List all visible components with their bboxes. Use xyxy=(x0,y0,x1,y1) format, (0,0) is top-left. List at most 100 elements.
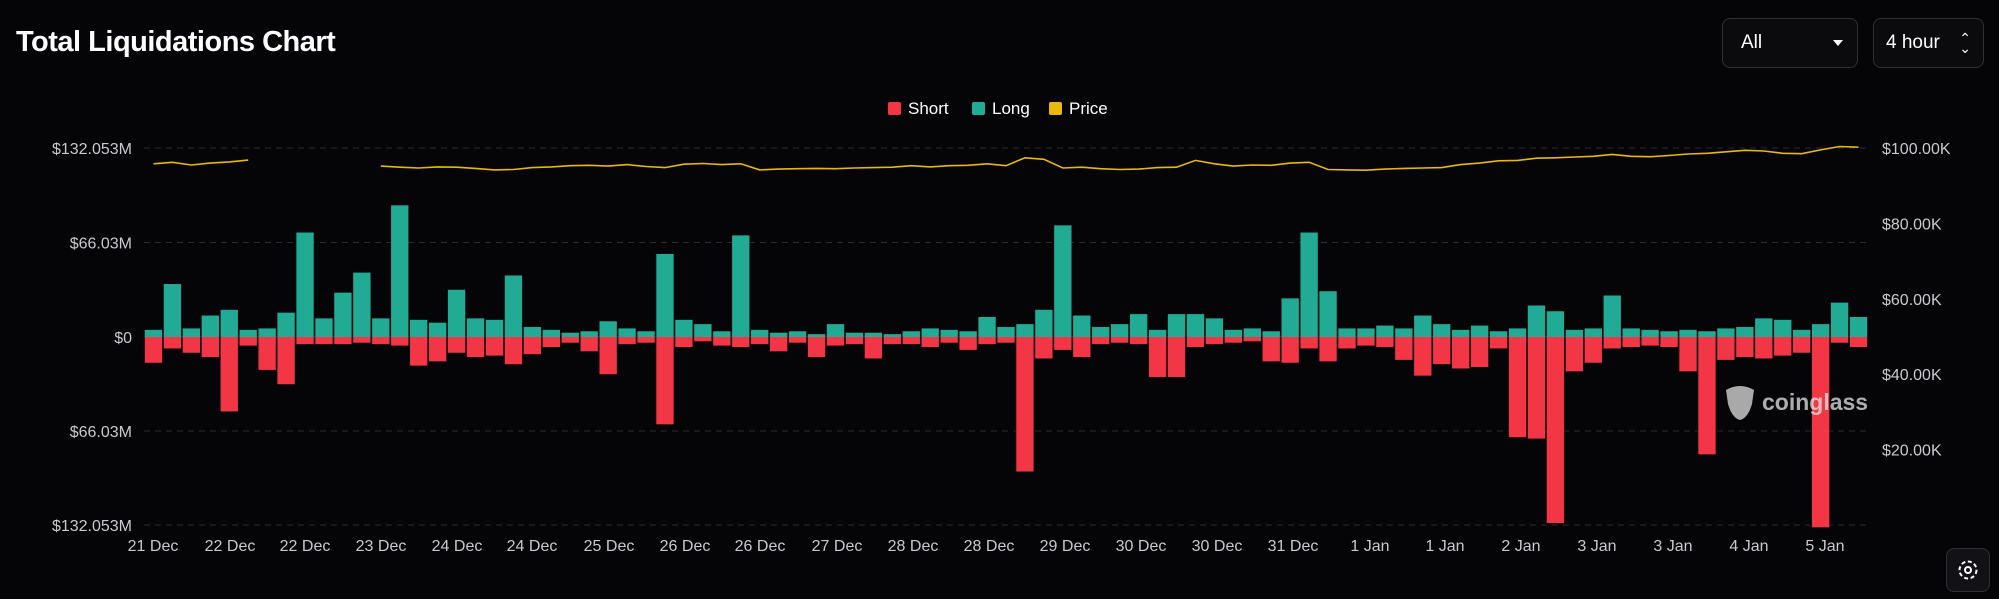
short-bar xyxy=(485,337,504,356)
y-right-tick-label: $100.00K xyxy=(1882,141,1951,158)
short-bar xyxy=(1186,337,1205,348)
long-bar xyxy=(713,331,731,337)
long-bar xyxy=(807,334,826,337)
long-bar xyxy=(1660,331,1678,337)
short-bar xyxy=(1508,337,1527,438)
short-bar xyxy=(845,337,864,345)
long-bar xyxy=(1755,318,1773,337)
short-bar xyxy=(694,337,712,342)
short-bar xyxy=(1811,337,1830,528)
x-tick-label: 28 Dec xyxy=(964,538,1015,555)
x-tick-label: 27 Dec xyxy=(812,538,863,555)
short-bar xyxy=(921,337,939,348)
legend-short-label: Short xyxy=(908,99,949,118)
long-bar xyxy=(1489,331,1508,337)
long-bar xyxy=(144,329,163,337)
x-tick-label: 24 Dec xyxy=(507,538,558,555)
long-bar xyxy=(504,275,523,337)
long-bar xyxy=(485,319,504,337)
x-tick-label: 3 Jan xyxy=(1653,538,1692,555)
x-tick-label: 30 Dec xyxy=(1116,538,1167,555)
long-bar xyxy=(1167,314,1186,337)
chevron-down-icon xyxy=(1833,40,1843,46)
range-select[interactable]: All xyxy=(1722,18,1858,68)
short-bar xyxy=(1641,337,1659,346)
y-left-tick-label: $132.053M xyxy=(52,141,132,158)
settings-button[interactable] xyxy=(1946,548,1990,592)
long-bar xyxy=(921,328,939,337)
long-bar xyxy=(1508,328,1527,337)
short-bar xyxy=(1452,337,1470,369)
long-bar xyxy=(296,232,314,337)
short-bar xyxy=(978,337,996,345)
short-bar xyxy=(144,337,163,363)
short-bar xyxy=(580,337,598,352)
long-bar xyxy=(656,253,674,337)
x-tick-label: 26 Dec xyxy=(735,538,786,555)
y-left-tick-label: $132.053M xyxy=(52,518,132,535)
y-right-tick-label: $20.00K xyxy=(1882,443,1942,460)
long-bar xyxy=(220,309,238,337)
short-bar xyxy=(902,337,920,345)
short-bar xyxy=(1376,337,1394,348)
short-bar xyxy=(883,337,902,345)
short-bar xyxy=(410,337,428,366)
long-bar xyxy=(561,332,579,337)
short-bar xyxy=(1357,337,1375,346)
long-bar xyxy=(751,329,769,337)
short-bar xyxy=(1262,337,1280,362)
long-bar xyxy=(542,329,560,337)
short-bar xyxy=(1755,337,1773,359)
short-bar xyxy=(1660,337,1678,348)
chevron-updown-icon: ⌃ ⌄ xyxy=(1959,30,1971,56)
short-bar xyxy=(1433,337,1451,365)
long-bar xyxy=(466,318,485,337)
short-bar xyxy=(542,337,560,348)
long-bar xyxy=(1811,324,1830,337)
short-bar xyxy=(997,337,1015,343)
long-bar xyxy=(694,324,712,337)
long-bar xyxy=(1376,325,1394,337)
long-bar xyxy=(1603,295,1621,337)
y-left-tick-label: $66.03M xyxy=(70,236,132,253)
long-bar xyxy=(1243,328,1261,337)
short-bar xyxy=(618,337,636,345)
short-bar xyxy=(788,337,807,343)
x-tick-label: 23 Dec xyxy=(356,538,407,555)
short-bar xyxy=(504,337,523,365)
interval-select-value: 4 hour xyxy=(1886,32,1940,53)
long-bar xyxy=(353,272,371,337)
short-bar xyxy=(220,337,238,412)
long-bar xyxy=(1698,331,1716,337)
short-bar xyxy=(807,337,826,358)
short-bar xyxy=(1774,337,1792,356)
long-bar xyxy=(1319,291,1337,337)
x-tick-label: 24 Dec xyxy=(432,538,483,555)
long-bar xyxy=(1357,328,1375,337)
long-bar xyxy=(428,322,447,337)
long-bar xyxy=(163,284,182,337)
long-bar xyxy=(1073,315,1091,337)
interval-select[interactable]: 4 hour ⌃ ⌄ xyxy=(1873,18,1984,68)
short-bar xyxy=(637,337,655,343)
short-bar xyxy=(1584,337,1602,363)
x-tick-label: 25 Dec xyxy=(584,538,635,555)
coinglass-logo-icon xyxy=(1726,386,1754,420)
x-tick-label: 2 Jan xyxy=(1501,538,1540,555)
long-bar xyxy=(599,321,617,337)
short-bar xyxy=(1319,337,1337,362)
settings-icon xyxy=(1958,560,1978,580)
long-bar xyxy=(637,331,655,337)
long-bar xyxy=(1110,324,1129,337)
short-bar xyxy=(959,337,977,350)
long-bar xyxy=(447,289,466,337)
long-bar xyxy=(1129,314,1148,337)
long-bar xyxy=(1224,329,1243,337)
short-bar xyxy=(1224,337,1243,343)
short-bar xyxy=(1849,337,1868,348)
long-bar xyxy=(959,331,977,337)
long-bar xyxy=(1584,328,1602,337)
long-bar xyxy=(258,328,276,337)
long-bar xyxy=(902,331,920,337)
